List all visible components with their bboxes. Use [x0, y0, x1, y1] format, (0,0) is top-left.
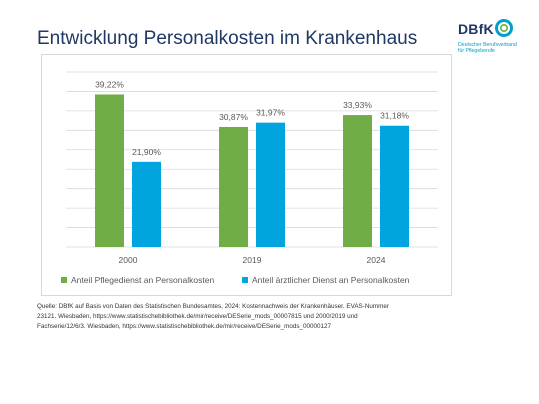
data-label: 31,97% [256, 108, 285, 118]
data-label: 31,18% [380, 111, 409, 121]
logo-wordmark: DBfK [458, 21, 494, 37]
bar [256, 122, 285, 247]
logo-subtitle-line1: Deutscher Berufsverband [458, 42, 517, 48]
x-tick-label: 2000 [119, 255, 138, 265]
logo-subtitle: Deutscher Berufsverband für Pflegeberufe [458, 42, 517, 55]
chart-frame: 39,22% 21,90% 2000 30,87% 31,97% 2019 33,93% 31… [41, 54, 452, 296]
dbfk-logo: DBfK Deutscher Berufsverband für Pflegeb… [458, 18, 533, 63]
bar [95, 94, 124, 247]
data-label: 30,87% [219, 112, 248, 122]
data-label: 39,22% [95, 79, 124, 89]
source-note: Quelle: DBfK auf Basis von Daten des Sta… [37, 302, 417, 332]
data-label: 21,90% [132, 147, 161, 157]
data-label: 33,93% [343, 100, 372, 110]
source-line-2: 23121. Wiesbaden, https://www.statistisc… [37, 313, 358, 320]
legend-label: Anteil ärztlicher Dienst an Personalkost… [252, 275, 410, 285]
bar [343, 115, 372, 247]
legend-swatch [61, 277, 67, 283]
logo-ring-icon [495, 19, 513, 37]
legend-swatch [242, 277, 248, 283]
x-tick-label: 2024 [367, 255, 386, 265]
source-line-1: Quelle: DBfK auf Basis von Daten des Sta… [37, 303, 389, 310]
bar [380, 125, 409, 247]
slide-title: Entwicklung Personalkosten im Krankenhau… [37, 28, 418, 49]
logo-subtitle-line2: für Pflegeberufe [458, 48, 495, 55]
legend-label: Anteil Pflegedienst an Personalkosten [71, 275, 214, 285]
source-line-3: Fachserie/12/6/3. Wiesbaden, https://www… [37, 323, 332, 330]
bar-chart: 39,22% 21,90% 2000 30,87% 31,97% 2019 33,93% 31… [61, 71, 438, 285]
bar [132, 161, 161, 247]
bar [219, 126, 248, 247]
x-tick-label: 2019 [243, 255, 262, 265]
